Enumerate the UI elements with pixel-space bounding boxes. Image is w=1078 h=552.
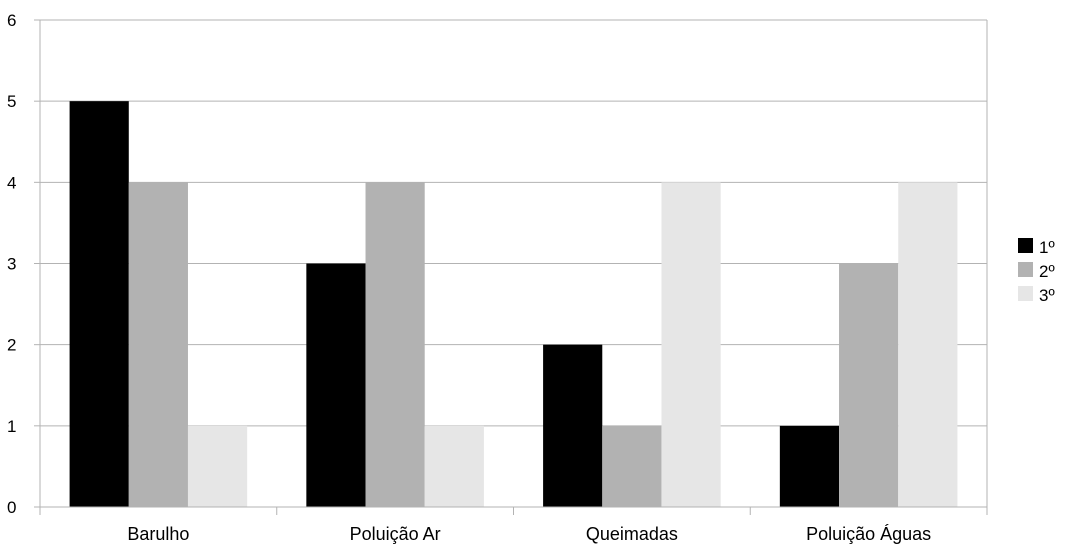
bars [69,101,958,508]
legend-label: 2º [1039,262,1055,281]
legend-swatch [1018,262,1033,277]
x-category-label: Queimadas [586,524,678,544]
bar [128,182,188,508]
legend-label: 3º [1039,286,1055,305]
y-tick-label: 3 [7,255,16,274]
y-tick-label: 6 [7,11,16,30]
legend: 1º 2º 3º [1018,238,1055,305]
legend-label: 1º [1039,238,1055,257]
y-tick-label: 5 [7,92,16,111]
legend-swatch [1018,238,1033,253]
bar [602,425,662,507]
y-tick-label: 4 [7,173,16,192]
x-category-label: Poluição Águas [806,524,931,544]
axes [34,19,988,515]
y-tick-label: 0 [7,498,16,517]
bar [839,263,899,507]
y-tick-label: 2 [7,336,16,355]
bar [779,425,840,507]
x-category-labels: Barulho Poluição Ar Queimadas Poluição Água… [127,524,931,544]
bar [187,425,248,507]
y-tick-label: 1 [7,417,16,436]
bar [424,425,484,507]
x-category-label: Poluição Ar [350,524,441,544]
y-tick-labels: 0 1 2 3 4 5 6 [7,11,16,517]
x-category-label: Barulho [127,524,189,544]
bar [306,263,366,507]
bar [898,182,958,508]
bar [661,182,721,508]
legend-swatch [1018,286,1033,301]
bar [365,182,425,508]
bar [543,344,603,507]
bar [69,101,129,508]
